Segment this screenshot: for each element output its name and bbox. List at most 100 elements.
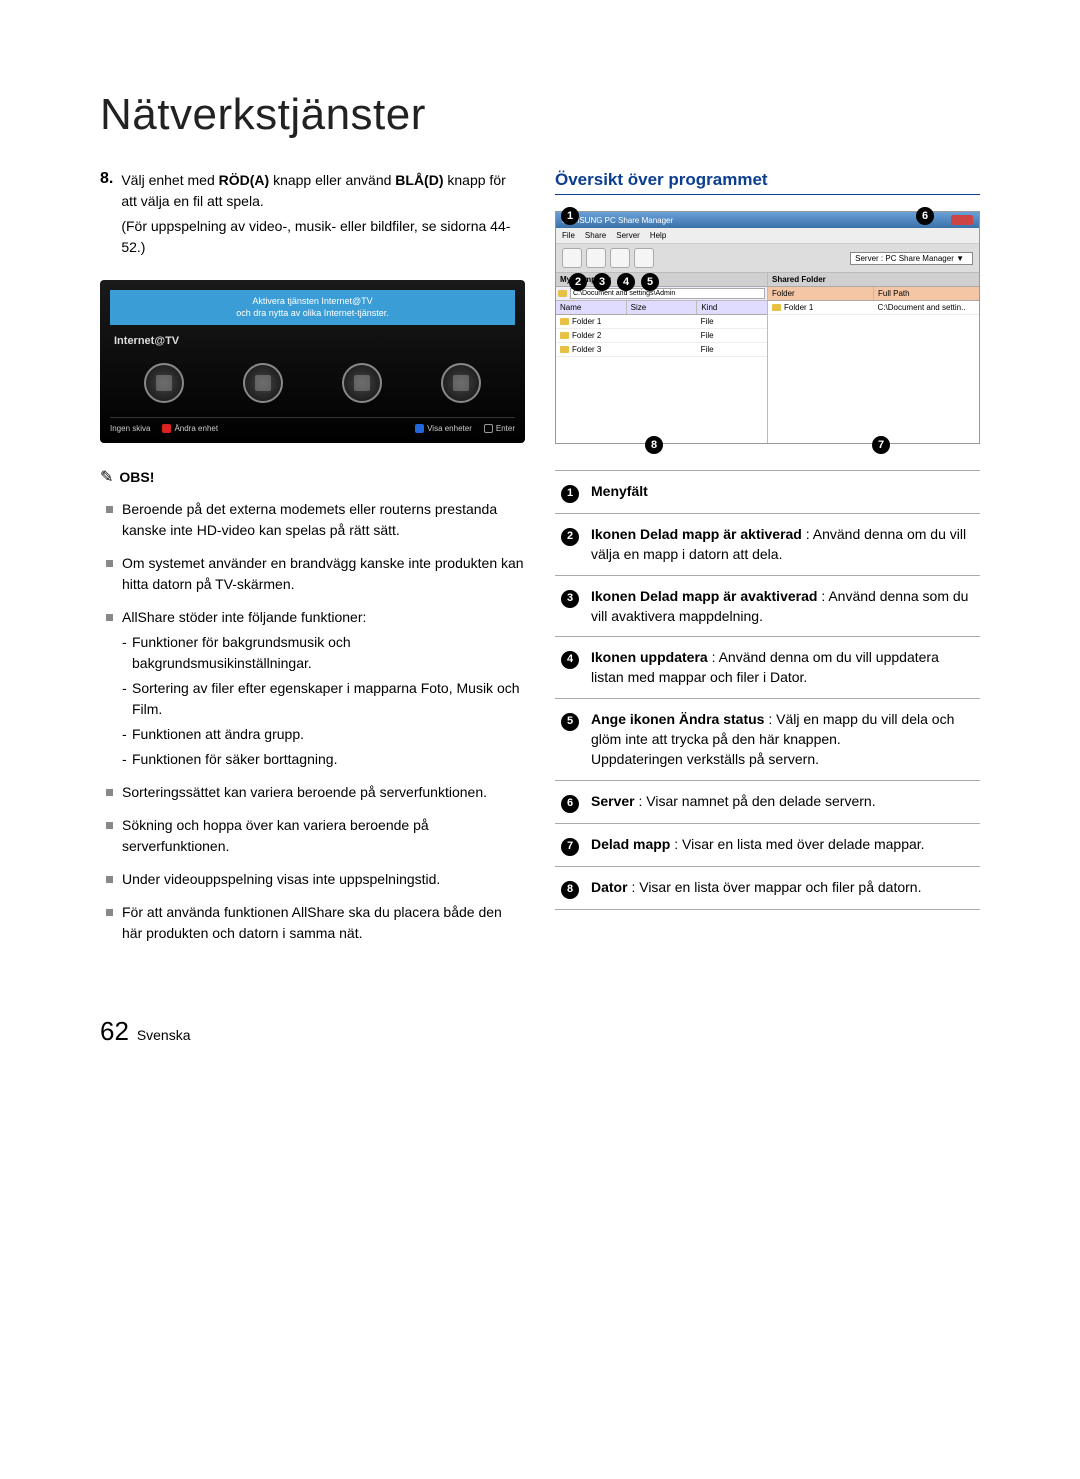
folder-icon <box>560 318 569 325</box>
legend-number: 8 <box>561 881 579 899</box>
tv-banner: Aktivera tjänsten Internet@TV och dra ny… <box>110 290 515 325</box>
overview-heading: Översikt över programmet <box>555 170 980 195</box>
legend-bold: Server <box>591 793 635 809</box>
right-column: Översikt över programmet 1 6 2 3 4 5 8 7… <box>555 170 980 956</box>
legend-bold: Delad mapp <box>591 836 670 852</box>
change-status-icon <box>634 248 654 268</box>
left-pane: My Computer C:\Document and settings\Adm… <box>556 273 768 443</box>
page-number: 62 <box>100 1016 129 1046</box>
legend-number-cell: 6 <box>555 780 585 823</box>
cell-folder: Folder 1 <box>768 301 874 314</box>
legend-number-cell: 7 <box>555 823 585 866</box>
note-subitem: Funktionen för säker borttagning. <box>122 749 525 770</box>
legend-extra: Uppdateringen verkställs på servern. <box>591 751 819 767</box>
program-menubar: FileShareServerHelp <box>556 228 979 244</box>
legend-desc: : Visar en lista över mappar och filer p… <box>628 879 922 895</box>
cell-name: Folder 3 <box>556 343 626 356</box>
legend-number-cell: 4 <box>555 637 585 699</box>
tv-app-icon <box>342 363 382 403</box>
enter-label: Enter <box>496 424 515 433</box>
left-path-row: C:\Document and settings\Admin <box>556 287 767 301</box>
right-pane: Shared Folder FolderFull Path Folder 1C:… <box>768 273 979 443</box>
legend-table: 1 Menyfält 2Ikonen Delad mapp är aktiverad… <box>555 470 980 910</box>
legend-row: 5 Ange ikonen Ändra status : Välj en mapp… <box>555 698 980 780</box>
tv-footer-view-devices: Visa enheter <box>415 424 472 433</box>
cell-size <box>626 329 696 342</box>
legend-row: 3Ikonen Delad mapp är avaktiverad : Anvä… <box>555 575 980 637</box>
callout-1: 1 <box>561 207 579 225</box>
right-rows: Folder 1C:\Document and settin.. <box>768 301 979 443</box>
left-pane-header: My Computer <box>556 273 767 287</box>
page-title: Nätverkstjänster <box>100 90 980 140</box>
tv-footer-change-device: Ändra enhet <box>162 424 218 433</box>
legend-text-cell: Ange ikonen Ändra status : Välj en mapp … <box>585 698 980 780</box>
tv-app-icon <box>144 363 184 403</box>
legend-text-cell: Server : Visar namnet på den delade serv… <box>585 780 980 823</box>
legend-bold: Menyfält <box>591 483 648 499</box>
table-row: Folder 1C:\Document and settin.. <box>768 301 979 315</box>
page: Nätverkstjänster 8. Välj enhet med RÖD(A… <box>0 0 1080 1107</box>
tv-app-icon <box>243 363 283 403</box>
note-bullet: AllShare stöder inte följande funktioner… <box>106 607 525 770</box>
legend-row: 2Ikonen Delad mapp är aktiverad : Använd… <box>555 513 980 575</box>
legend-number: 4 <box>561 651 579 669</box>
refresh-icon <box>610 248 630 268</box>
legend-desc: : Visar en lista med över delade mappar. <box>670 836 924 852</box>
server-combo: Server : PC Share Manager ▼ <box>850 252 973 265</box>
note-bullet: Under videouppspelning visas inte uppspe… <box>106 869 525 890</box>
share-disabled-icon <box>586 248 606 268</box>
legend-number: 5 <box>561 713 579 731</box>
legend-text-cell: Dator : Visar en lista över mappar och f… <box>585 866 980 909</box>
legend-row: 1 Menyfält <box>555 471 980 514</box>
note-subitem: Funktioner för bakgrundsmusik och bakgru… <box>122 632 525 674</box>
folder-icon <box>558 290 567 297</box>
callout-8: 8 <box>645 436 663 454</box>
tv-banner-line2: och dra nytta av olika Internet-tjänster… <box>114 308 511 320</box>
note-header: ✎ OBS! <box>100 467 525 487</box>
blue-label: BLÅ(D) <box>395 172 443 188</box>
note-bullet: Sorteringssättet kan variera beroende på… <box>106 782 525 803</box>
legend-number-cell: 8 <box>555 866 585 909</box>
menu-item: Server <box>616 231 640 240</box>
legend-number: 7 <box>561 838 579 856</box>
red-a-icon <box>162 424 171 433</box>
step-8-block: 8. Välj enhet med RÖD(A) knapp eller anv… <box>100 170 525 262</box>
tv-banner-line1: Aktivera tjänsten Internet@TV <box>114 296 511 308</box>
legend-bold: Ikonen Delad mapp är avaktiverad <box>591 588 817 604</box>
tv-app-icon <box>441 363 481 403</box>
step-line-2: (För uppspelning av video-, musik- eller… <box>121 216 525 258</box>
step-mid: knapp eller använd <box>269 172 395 188</box>
legend-text-cell: Ikonen uppdatera : Använd denna om du vi… <box>585 637 980 699</box>
cell-name: Folder 2 <box>556 329 626 342</box>
share-enabled-icon <box>562 248 582 268</box>
cell-path: C:\Document and settin.. <box>874 301 980 314</box>
callout-5: 5 <box>641 273 659 291</box>
legend-bold: Dator <box>591 879 628 895</box>
legend-row: 7 Delad mapp : Visar en lista med över de… <box>555 823 980 866</box>
column-header: Full Path <box>874 287 979 300</box>
tv-screenshot: Aktivera tjänsten Internet@TV och dra ny… <box>100 280 525 443</box>
table-row: Folder 3File <box>556 343 767 357</box>
blue-d-icon <box>415 424 424 433</box>
note-bullet: Sökning och hoppa över kan variera beroe… <box>106 815 525 857</box>
red-label: RÖD(A) <box>219 172 270 188</box>
legend-row: 8 Dator : Visar en lista över mappar och … <box>555 866 980 909</box>
callout-6: 6 <box>916 207 934 225</box>
cell-size <box>626 343 696 356</box>
legend-number-cell: 1 <box>555 471 585 514</box>
note-bullet: För att använda funktionen AllShare ska … <box>106 902 525 944</box>
step-pre: Välj enhet med <box>121 172 218 188</box>
table-row: Folder 1File <box>556 315 767 329</box>
note-subitem: Funktionen att ändra grupp. <box>122 724 525 745</box>
legend-bold: Ikonen uppdatera <box>591 649 708 665</box>
folder-icon <box>560 332 569 339</box>
right-pane-header: Shared Folder <box>768 273 979 287</box>
menu-item: Share <box>585 231 606 240</box>
legend-text-cell: Ikonen Delad mapp är aktiverad : Använd … <box>585 513 980 575</box>
note-label: OBS! <box>119 469 154 485</box>
tv-icon-row <box>110 353 515 417</box>
program-window: SAMSUNG PC Share Manager FileShareServer… <box>555 211 980 444</box>
cell-size <box>626 315 696 328</box>
step-line-1: Välj enhet med RÖD(A) knapp eller använd… <box>121 170 525 212</box>
step-number: 8. <box>100 170 113 262</box>
